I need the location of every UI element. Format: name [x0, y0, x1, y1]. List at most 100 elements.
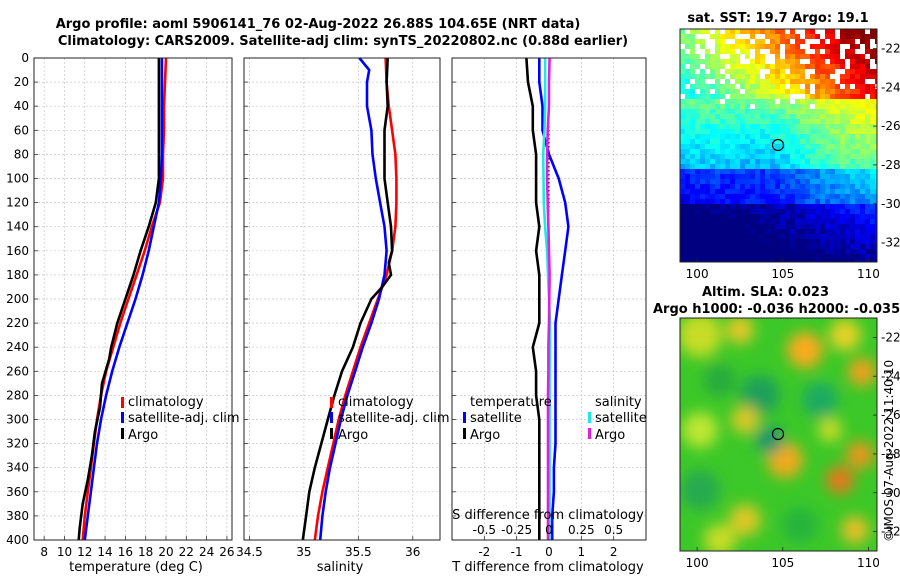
sst-cell	[835, 189, 841, 195]
sst-cell	[735, 149, 741, 155]
sst-cell	[865, 104, 871, 110]
sst-cell	[795, 154, 801, 160]
sst-cell	[680, 204, 686, 210]
sst-cell	[875, 169, 877, 175]
sst-cell	[840, 259, 846, 262]
sst-cell	[850, 109, 856, 115]
sst-cell	[820, 229, 826, 235]
sst-cell	[850, 34, 856, 40]
sst-cell	[850, 249, 856, 255]
sst-cell	[715, 249, 721, 255]
sst-cell	[835, 204, 841, 210]
sst-cell	[725, 79, 731, 85]
sst-cell	[775, 149, 781, 155]
sst-cell	[825, 154, 831, 160]
sst-cell	[740, 164, 746, 170]
sst-cell	[820, 149, 826, 155]
sst-cell	[730, 234, 736, 240]
sst-cell	[750, 79, 756, 85]
sst-cell	[840, 224, 846, 230]
sst-cell	[870, 169, 876, 175]
sst-cell	[810, 169, 816, 175]
sst-cell	[745, 244, 751, 250]
sst-cell	[715, 239, 721, 245]
sst-cell	[695, 234, 701, 240]
sst-cell	[780, 214, 786, 220]
sst-cell	[800, 229, 806, 235]
sst-cell	[750, 109, 756, 115]
sst-cell	[780, 124, 786, 130]
sst-cell	[710, 74, 716, 80]
sst-cell	[755, 199, 761, 205]
sst-cell	[725, 164, 731, 170]
sst-cell	[820, 69, 826, 75]
sst-cell	[770, 79, 776, 85]
sst-cell	[855, 174, 861, 180]
sst-cell	[715, 164, 721, 170]
sst-cell	[735, 69, 741, 75]
sst-cell	[705, 214, 711, 220]
sst-cell	[705, 34, 711, 40]
sst-cell	[695, 44, 701, 50]
map-y-tick-label: -30	[881, 197, 900, 211]
sst-cell	[800, 134, 806, 140]
sst-cell	[810, 224, 816, 230]
sst-cell	[850, 29, 856, 35]
sst-cell	[870, 114, 876, 120]
sst-cell	[705, 84, 711, 90]
sst-cell	[680, 114, 686, 120]
sst-cell	[825, 69, 831, 75]
sst-cell	[720, 199, 726, 205]
sst-cell	[755, 234, 761, 240]
sst-cell	[745, 59, 751, 65]
sst-cell	[755, 129, 761, 135]
sst-cell	[695, 259, 701, 262]
sst-cell	[830, 79, 836, 85]
sst-cell	[710, 174, 716, 180]
sst-cell	[835, 179, 841, 185]
sst-cell	[835, 94, 841, 100]
sst-cell	[710, 244, 716, 250]
sst-cell	[720, 99, 726, 105]
sst-cell	[685, 199, 691, 205]
sst-cell	[740, 219, 746, 225]
sst-cell	[685, 174, 691, 180]
sst-cell	[695, 114, 701, 120]
sst-cell	[750, 184, 756, 190]
sst-cell	[845, 74, 851, 80]
sst-cell	[785, 164, 791, 170]
sst-cell	[760, 214, 766, 220]
x-tick-label: 16	[118, 545, 133, 559]
sst-cell	[735, 139, 741, 145]
sst-cell	[875, 89, 877, 95]
sst-cell	[795, 119, 801, 125]
sst-cell	[860, 134, 866, 140]
sst-cell	[740, 104, 746, 110]
sst-cell	[790, 179, 796, 185]
sst-cell	[795, 99, 801, 105]
sst-cell	[870, 69, 876, 75]
sst-cell	[760, 249, 766, 255]
sst-cell	[785, 154, 791, 160]
sst-cell	[700, 109, 706, 115]
sst-cell	[785, 79, 791, 85]
sla-blob	[680, 470, 720, 510]
sst-cell	[780, 204, 786, 210]
sst-cell	[860, 259, 866, 262]
sst-cell	[865, 244, 871, 250]
sst-cell	[775, 159, 781, 165]
sst-cell	[830, 109, 836, 115]
sst-cell	[780, 69, 786, 75]
sst-cell	[715, 44, 721, 50]
sst-cell	[780, 44, 786, 50]
sst-cell	[805, 149, 811, 155]
sst-cell	[875, 254, 877, 260]
sst-cell	[685, 49, 691, 55]
depth-tick-label: 40	[14, 99, 29, 113]
sst-cell	[735, 34, 741, 40]
depth-tick-label: 100	[6, 172, 29, 186]
sst-cell	[770, 89, 776, 95]
sst-cell	[700, 64, 706, 70]
sst-cell	[845, 44, 851, 50]
sst-cell	[705, 124, 711, 130]
